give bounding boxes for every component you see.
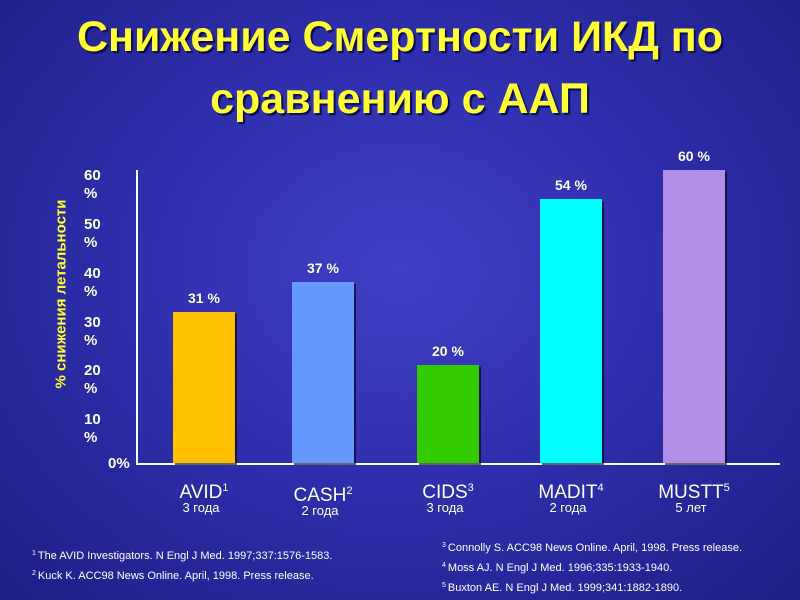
- bar-cash: [292, 282, 354, 463]
- x-axis-line: [136, 463, 780, 465]
- reference-item: 2 Kuck K. ACC98 News Online. April, 1998.…: [32, 570, 314, 582]
- bar-value-label: 37 %: [307, 260, 339, 277]
- y-tick-label: 60 %: [84, 167, 101, 202]
- bar-madit: [540, 199, 602, 463]
- y-tick-label: 10 %: [84, 411, 101, 447]
- x-category-sublabel: 3 года: [182, 500, 220, 515]
- references-left: 1 The AVID Investigators. N Engl J Med. 1…: [32, 545, 412, 585]
- slide-title: Снижение Смертности ИКД по сравнению с А…: [76, 13, 724, 123]
- y-tick-label: 40 %: [84, 264, 101, 300]
- y-axis-label: % снижения летальности: [52, 199, 70, 389]
- y-tick-label: 50 %: [84, 215, 101, 251]
- bar-mustt: [663, 170, 725, 463]
- y-tick-label: 30 %: [84, 313, 101, 349]
- reference-item: 5 Buxton AE. N Engl J Med. 1999;341:1882-…: [442, 582, 683, 594]
- x-category-label: CIDS3: [422, 482, 474, 503]
- bar-cids: [417, 365, 479, 463]
- x-category-sublabel: 2 года: [301, 503, 339, 518]
- x-category-label: MUSTT5: [658, 482, 730, 503]
- x-category-sublabel: 2 года: [549, 500, 587, 515]
- reference-item: 4 Moss AJ. N Engl J Med. 1996;335:1933-19…: [442, 562, 673, 574]
- y-tick-label: 20 %: [84, 362, 101, 398]
- x-category-sublabel: 5 лет: [675, 500, 707, 515]
- reference-item: 3 Connolly S. ACC98 News Online. April, 1…: [442, 542, 742, 554]
- y-axis-line: [136, 170, 138, 464]
- bar-value-label: 20 %: [432, 343, 464, 360]
- references-right: 3 Connolly S. ACC98 News Online. April, 1…: [442, 537, 792, 597]
- x-category-sublabel: 3 года: [426, 500, 464, 515]
- x-category-label: AVID1: [179, 482, 229, 503]
- y-tick-label: 0%: [108, 455, 130, 472]
- bar-value-label: 60 %: [678, 148, 710, 164]
- reference-item: 1 The AVID Investigators. N Engl J Med. 1…: [32, 550, 333, 562]
- x-category-label: CASH2: [293, 485, 353, 506]
- x-category-label: MADIT4: [538, 482, 604, 503]
- bar-value-label: 54 %: [555, 177, 587, 194]
- bar-avid: [173, 311, 235, 463]
- bar-value-label: 31 %: [188, 289, 220, 306]
